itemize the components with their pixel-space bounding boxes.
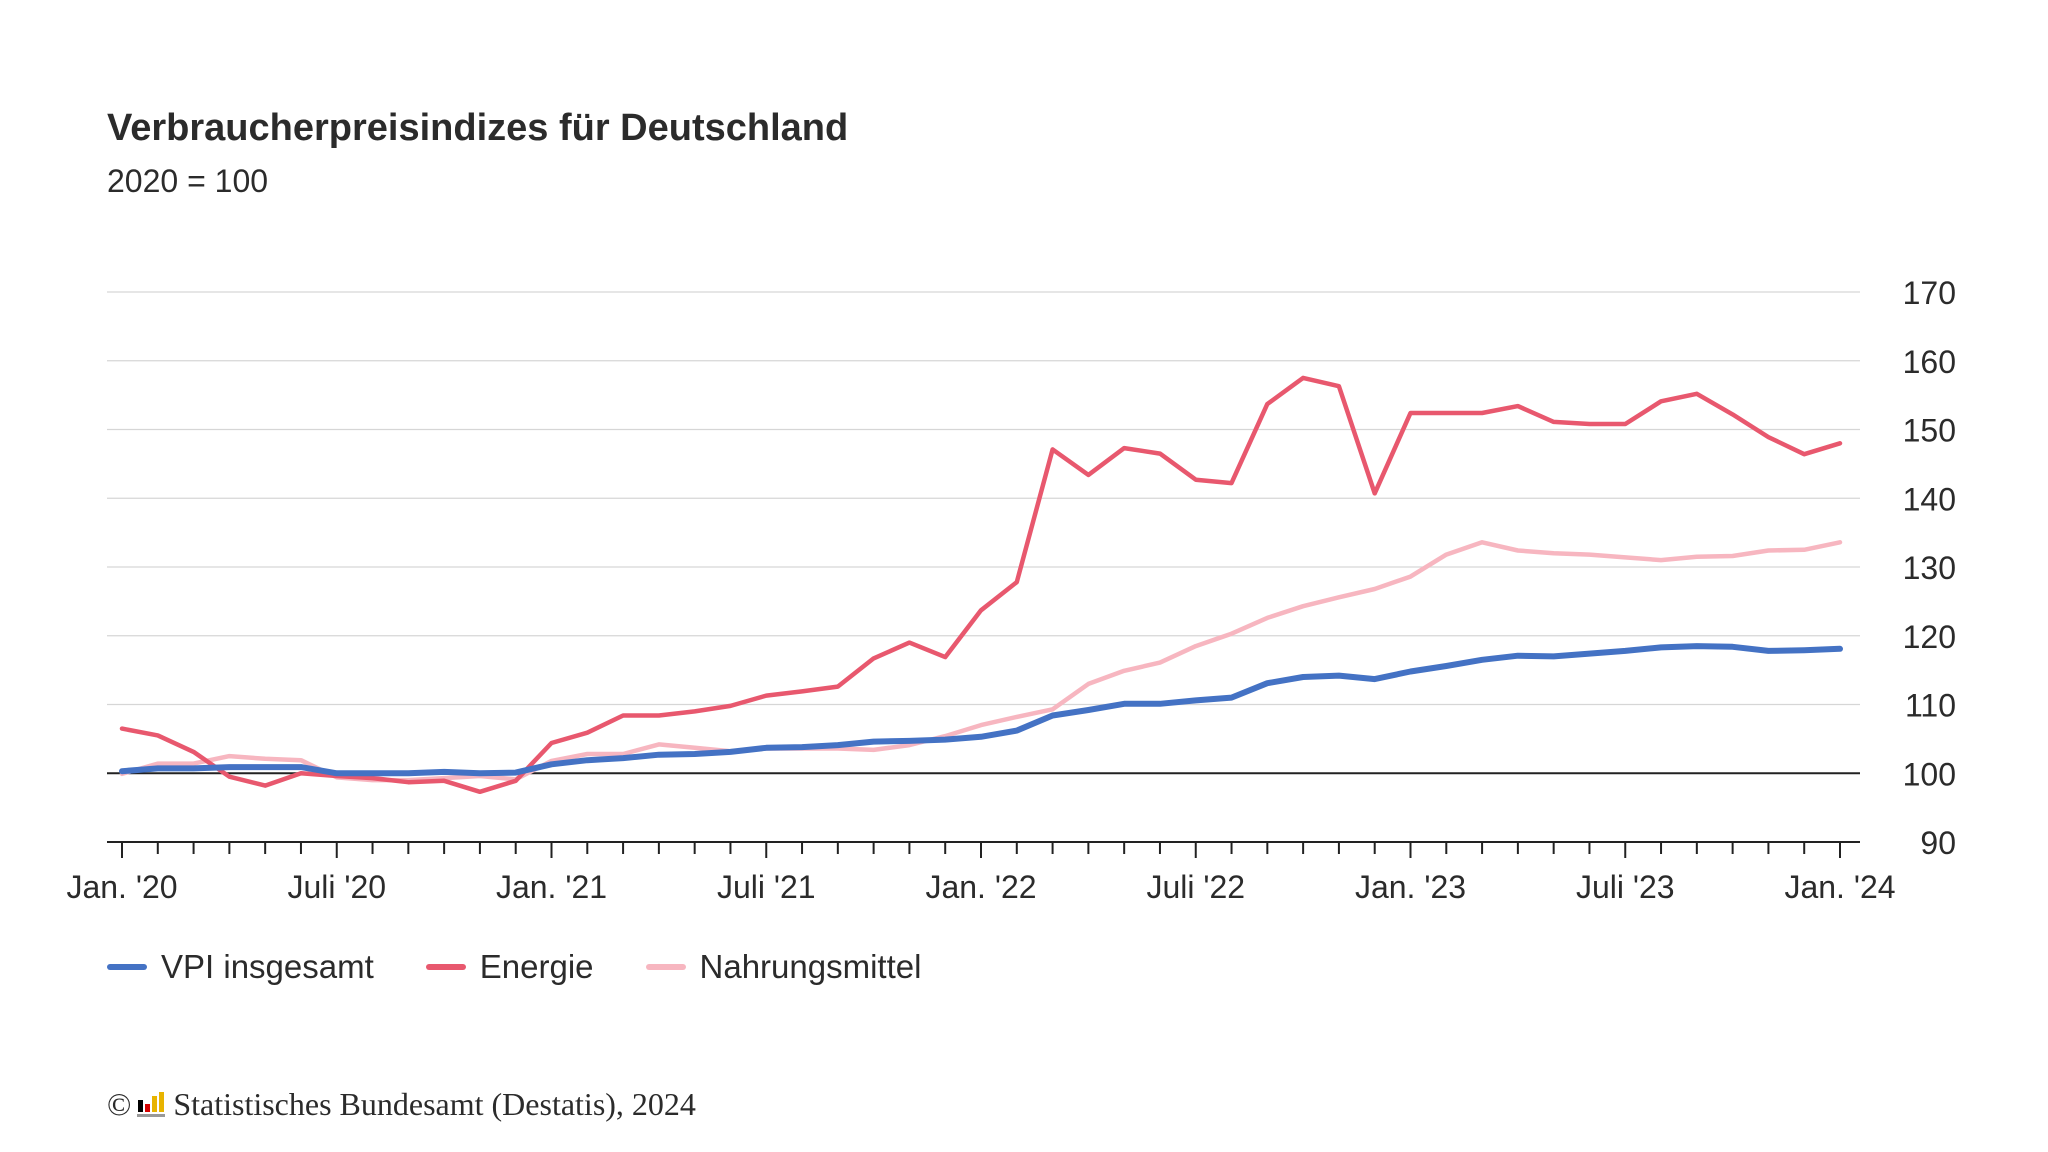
chart-title: Verbraucherpreisindizes für Deutschland [107,107,849,149]
y-tick-label: 150 [1903,413,1956,449]
x-tick-label: Juli '23 [1576,869,1675,905]
x-tick-label: Jan. '22 [925,869,1036,905]
chart-subtitle: 2020 = 100 [107,163,269,199]
legend-label-vpi: VPI insgesamt [161,948,374,985]
x-tick-label: Juli '20 [287,869,386,905]
y-tick-label: 110 [1905,688,1956,724]
x-tick-label: Jan. '21 [496,869,607,905]
series-line-vpi [119,643,1843,777]
legend-swatch-vpi [107,964,147,970]
x-tick-label: Jan. '20 [66,869,177,905]
series-line-energie [119,375,1843,795]
legend-label-nahrung: Nahrungsmittel [699,948,922,985]
legend-item-energie[interactable]: Energie [425,948,594,986]
legend: VPI insgesamt Energie Nahrungsmittel [107,948,973,986]
legend-item-vpi[interactable]: VPI insgesamt [107,948,374,986]
legend-swatch-energie [425,964,466,970]
x-axis-labels: Jan. '20 Juli '20 Jan. '21 Juli '21 Jan. '22… [66,869,1895,905]
x-axis [107,841,1860,858]
y-tick-label: 90 [1920,825,1956,861]
x-tick-label: Jan. '23 [1355,869,1466,905]
legend-label-energie: Energie [479,948,594,985]
x-tick-label: Jan. '24 [1784,869,1895,905]
copyright-symbol: © [107,1086,132,1122]
legend-item-nahrung[interactable]: Nahrungsmittel [645,948,922,986]
x-tick-label: Juli '22 [1146,869,1245,905]
y-axis-labels: 90 100 110 120 130 140 150 160 170 [1903,275,1956,861]
y-tick-label: 170 [1903,275,1956,311]
y-tick-label: 120 [1903,619,1956,655]
y-tick-label: 130 [1903,550,1956,586]
destatis-logo-icon [137,1091,166,1118]
x-tick-label: Juli '21 [717,869,816,905]
series-line-nahrung [119,540,1843,783]
y-tick-label: 100 [1903,756,1956,792]
grid-lines [107,291,1860,775]
source-text: Statistisches Bundesamt (Destatis), 2024 [173,1086,696,1122]
series-lines [119,375,1843,795]
legend-swatch-nahrung [645,964,686,970]
y-tick-label: 140 [1903,481,1956,517]
y-tick-label: 160 [1903,344,1956,380]
source-credit: © Statistisches Bundesamt (Destatis), 20… [107,1086,696,1123]
